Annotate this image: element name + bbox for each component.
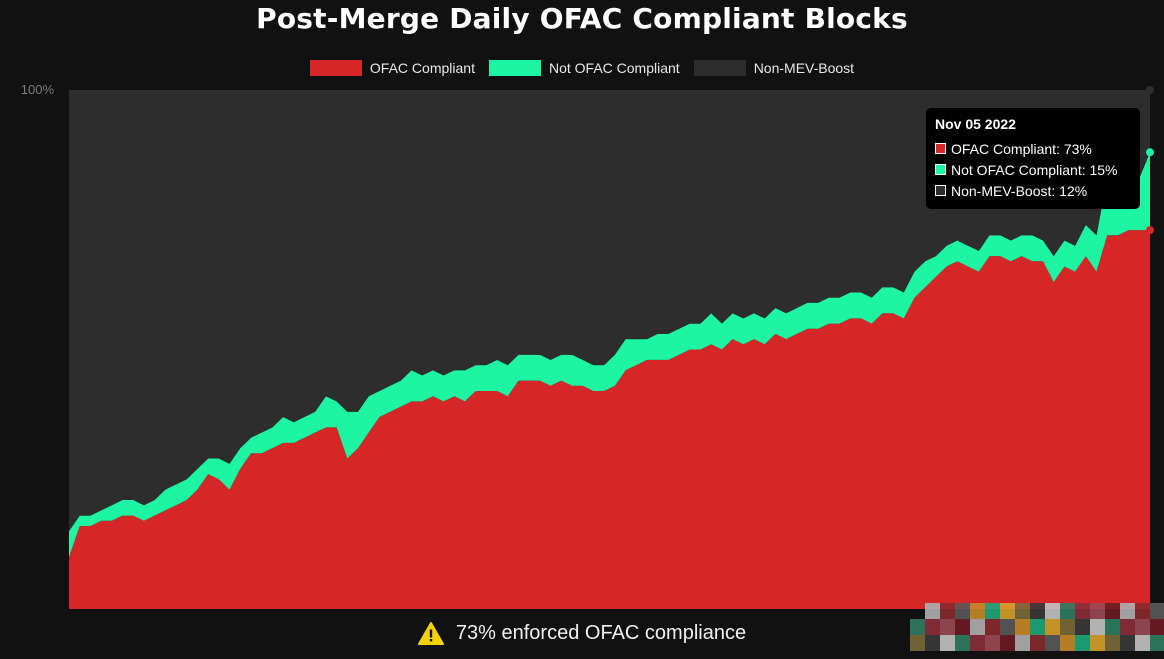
area-series-non-mev-boost[interactable] [69,90,1150,532]
tooltip-label-non-mev-boost: Non-MEV-Boost: 12% [951,182,1088,199]
legend-label-ofac-compliant: OFAC Compliant [369,60,475,76]
tooltip-label-ofac-compliant: OFAC Compliant: 73% [951,140,1092,157]
pixelated-watermark [910,603,1164,651]
legend-label-non-mev-boost: Non-MEV-Boost [753,60,855,76]
legend-item-not-ofac-compliant[interactable]: Not OFAC Compliant [488,60,680,76]
stacked-area-chart[interactable]: 100% [0,0,1164,612]
y-tick-label-100: 100% [21,82,55,97]
footer-note: 73% enforced OFAC compliance [0,622,1164,645]
warning-icon [417,622,444,645]
tooltip-date: Nov 05 2022 [935,116,1016,132]
hover-tooltip: Nov 05 2022 OFAC Compliant: 73% Not OFAC… [926,108,1140,209]
tooltip-swatch-ofac-compliant [935,143,946,154]
tooltip-swatch-non-mev-boost [935,185,946,196]
legend-item-non-mev-boost[interactable]: Non-MEV-Boost [693,60,855,76]
hover-point-ofac-compliant [1146,226,1154,235]
chart-title: Post-Merge Daily OFAC Compliant Blocks [256,2,908,35]
chart-legend: OFAC Compliant Not OFAC Compliant Non-ME… [0,60,1164,76]
tooltip-row-ofac-compliant: OFAC Compliant: 73% [935,138,1131,159]
footer-text: 73% enforced OFAC compliance [455,622,747,644]
legend-swatch-ofac-compliant [309,60,362,76]
tooltip-row-non-mev-boost: Non-MEV-Boost: 12% [935,180,1131,201]
tooltip-row-not-ofac-compliant: Not OFAC Compliant: 15% [935,159,1131,180]
legend-label-not-ofac-compliant: Not OFAC Compliant [548,60,680,76]
tooltip-label-not-ofac-compliant: Not OFAC Compliant: 15% [951,161,1118,178]
hover-point-non-mev-boost [1146,86,1154,94]
legend-swatch-not-ofac-compliant [488,60,541,76]
area-series-ofac-compliant[interactable] [69,230,1150,609]
hover-point-not-ofac-compliant [1146,148,1154,157]
legend-item-ofac-compliant[interactable]: OFAC Compliant [309,60,475,76]
tooltip-swatch-not-ofac-compliant [935,164,946,175]
legend-swatch-non-mev-boost [693,60,746,76]
